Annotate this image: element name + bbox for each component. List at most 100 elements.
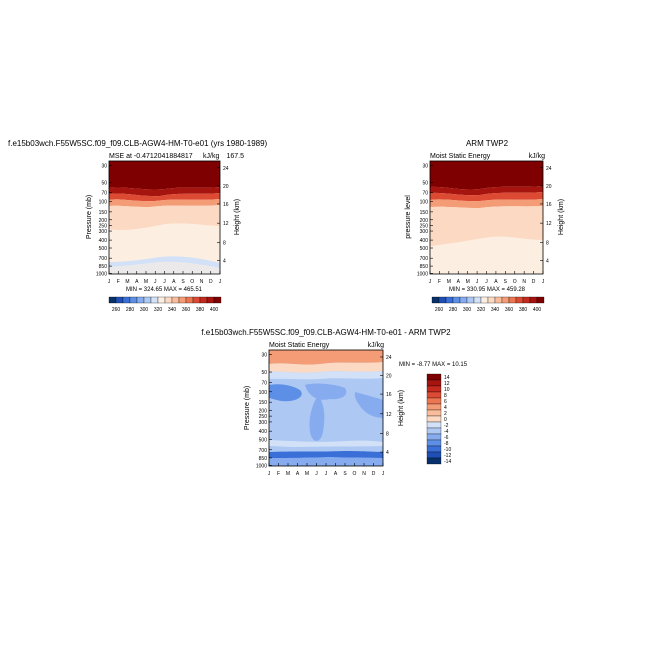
- colorbar-swatch: [426, 373, 442, 381]
- y-right-tick-label: 16: [223, 202, 229, 208]
- colorbar-label: 340: [491, 307, 500, 313]
- y-right-tick-label: 24: [223, 166, 229, 172]
- y-right-tick-label: 16: [546, 202, 552, 208]
- x-tick-label: A: [296, 471, 300, 477]
- x-tick-label: M: [305, 471, 309, 477]
- x-tick-label: J: [429, 279, 432, 285]
- colorbar-label: 280: [449, 307, 458, 313]
- colorbar-swatch: [494, 296, 503, 304]
- panel-obs-field: [429, 160, 544, 275]
- panel-model-axes: J F M A M J J A S O N D J305070100150200250300400500…: [96, 164, 229, 285]
- y-tick-label: 100: [259, 390, 268, 396]
- panel-diff-title: f.e15b03wch.F55W5SC.f09_f09.CLB-AGW4-HM-…: [201, 328, 451, 337]
- colorbar-swatch: [426, 409, 442, 417]
- colorbar-label: -10: [444, 447, 451, 453]
- panel-diff-units: kJ/kg: [368, 342, 384, 349]
- obs-band-1: [430, 161, 543, 190]
- x-tick-label: J: [315, 471, 318, 477]
- x-tick-label: M: [144, 279, 148, 285]
- panel-obs-units: kJ/kg: [529, 153, 545, 160]
- colorbar-swatch: [459, 296, 468, 304]
- panel-obs-ylabel: pressure level: [405, 195, 412, 239]
- colorbar-swatch: [122, 296, 131, 304]
- x-tick-label: F: [438, 279, 441, 285]
- colorbar-swatch: [536, 296, 545, 304]
- y-tick-label: 700: [420, 256, 429, 262]
- y-tick-label: 50: [422, 180, 428, 186]
- colorbar-swatch: [466, 296, 475, 304]
- x-tick-label: F: [277, 471, 280, 477]
- colorbar-swatch: [129, 296, 138, 304]
- colorbar-label: 12: [444, 381, 450, 387]
- panel-obs-axes: J F M A M J J A S O N D J305070100150200250300400500…: [417, 164, 552, 285]
- x-tick-label: S: [504, 279, 508, 285]
- diff-band-warm-1: [269, 350, 383, 365]
- x-tick-label: A: [135, 279, 139, 285]
- colorbar-label: -8: [444, 441, 449, 447]
- colorbar-label: 300: [463, 307, 472, 313]
- colorbar-label: -6: [444, 435, 449, 441]
- panel-model-field: [108, 160, 221, 275]
- colorbar-swatch: [426, 391, 442, 399]
- y-tick-label: 30: [101, 164, 107, 170]
- colorbar-swatch: [515, 296, 524, 304]
- obs-band-5: [430, 206, 543, 246]
- x-tick-label: A: [172, 279, 176, 285]
- y-tick-label: 300: [99, 229, 108, 235]
- y-right-tick-label: 20: [546, 184, 552, 190]
- y-tick-label: 150: [420, 210, 429, 216]
- x-tick-label: M: [125, 279, 129, 285]
- x-tick-label: A: [494, 279, 498, 285]
- diff-band-warm-2: [269, 362, 383, 373]
- y-right-tick-label: 4: [546, 258, 549, 264]
- y-tick-label: 300: [420, 229, 429, 235]
- model-band-3: [109, 193, 220, 202]
- y-tick-label: 70: [422, 191, 428, 197]
- y-tick-label: 250: [99, 223, 108, 229]
- colorbar-swatch: [199, 296, 208, 304]
- y-tick-label: 100: [99, 200, 108, 206]
- colorbar-swatch: [426, 397, 442, 405]
- y-right-tick-label: 12: [546, 221, 552, 227]
- colorbar-label: 400: [210, 307, 219, 313]
- panel-model-overlap-label: 167.5: [226, 153, 244, 160]
- y-tick-label: 50: [101, 180, 107, 186]
- y-right-tick-label: 12: [223, 221, 229, 227]
- panel-model: f.e15b03wch.F55W5SC.f09_f09.CLB-AGW4-HM-…: [8, 139, 268, 313]
- colorbar-label: 360: [505, 307, 514, 313]
- panel-obs-stats: MIN = 330.95 MAX = 459.28: [449, 287, 526, 293]
- colorbar-swatch: [501, 296, 510, 304]
- y-tick-label: 30: [422, 164, 428, 170]
- model-band-2: [109, 187, 220, 197]
- colorbar-label: 320: [154, 307, 163, 313]
- panel-diff-left-label: Moist Static Energy: [269, 342, 330, 349]
- colorbar-swatch: [426, 385, 442, 393]
- panel-model-units: kJ/kg: [203, 153, 219, 160]
- y-tick-label: 200: [99, 218, 108, 224]
- colorbar-swatch: [426, 403, 442, 411]
- y-tick-label: 700: [259, 448, 268, 454]
- panel-model-title: f.e15b03wch.F55W5SC.f09_f09.CLB-AGW4-HM-…: [8, 139, 268, 148]
- x-tick-label: O: [353, 471, 357, 477]
- y-right-tick-label: 8: [223, 240, 226, 246]
- colorbar-label: 320: [477, 307, 486, 313]
- diff-blob-3: [309, 395, 325, 441]
- colorbar-label: -14: [444, 459, 451, 465]
- x-tick-label: O: [513, 279, 517, 285]
- panel-obs-title: ARM TWP2: [466, 139, 509, 148]
- model-band-5: [109, 205, 220, 231]
- y-tick-label: 850: [99, 264, 108, 270]
- diff-blob-4: [354, 392, 383, 418]
- x-tick-label: M: [466, 279, 470, 285]
- colorbar-swatch: [426, 457, 442, 465]
- panel-model-ylabel: Pressure (mb): [86, 195, 93, 239]
- panel-model-colorbar: 260 280 300 320 340 360 380 400: [108, 296, 222, 313]
- panel-obs-left-label: Moist Static Energy: [430, 153, 491, 160]
- y-right-tick-label: 24: [386, 355, 392, 361]
- y-right-tick-label: 24: [546, 166, 552, 172]
- colorbar-label: 280: [126, 307, 135, 313]
- diff-blob-2: [305, 383, 347, 400]
- y-tick-label: 400: [420, 238, 429, 244]
- y-tick-label: 500: [99, 246, 108, 252]
